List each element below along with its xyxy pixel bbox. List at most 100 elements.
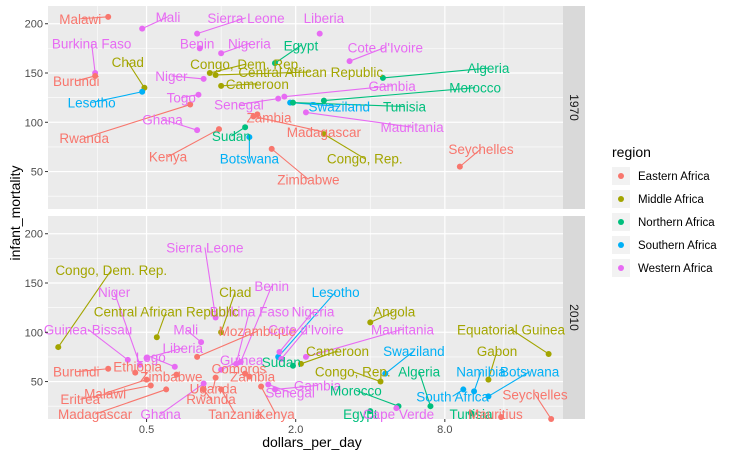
leader-line [215,71,311,76]
data-point [289,362,296,369]
point-label: Cape Verde [363,407,434,422]
leader-line [80,384,151,400]
legend-swatch [618,265,624,271]
point-label: Rwanda [186,392,236,407]
leader-line [87,328,129,361]
data-point [132,369,139,376]
point-label: Guinea [220,353,264,368]
point-label: Mali [156,10,181,25]
point-label: Uganda [190,381,238,396]
data-point [147,382,154,389]
leader-line [220,389,236,415]
leader-line [104,379,147,394]
data-point [460,386,467,393]
leader-line [171,75,204,80]
data-point [218,366,225,373]
point-label: Mauritania [371,322,435,337]
leader-line [156,311,167,338]
data-point [195,91,202,98]
legend-title: region [612,144,651,160]
data-point [136,361,143,368]
data-point [367,408,374,415]
point-label: Botswana [500,365,560,380]
leader-line [76,368,109,373]
point-label: Tunisia [449,407,493,422]
data-point [276,348,283,355]
x-tick-label: 2.0 [288,424,303,436]
point-labels: Sierra Leone Congo, Dem. Rep. Chad Benin Les… [44,240,568,422]
leader-line [473,371,482,392]
leader-line [221,83,258,87]
leader-line [277,291,337,358]
point-label: Liberia [162,341,203,356]
point-label: Niger [155,69,188,84]
leader-line [57,269,112,348]
point-label: Burundi [53,365,100,380]
legend: region Eastern Africa Middle Africa Northe… [612,144,717,277]
point-label: Kenya [257,407,296,422]
leader-line [162,118,198,131]
point-label: Sudan [262,355,301,370]
point-label: Algeria [398,365,441,380]
leader-lines [76,16,489,180]
point-label: Lesotho [312,285,360,300]
panel-background [48,6,563,209]
facet-strip [563,6,585,209]
point-label: Eritrea [60,392,100,407]
legend-label: Southern Africa [638,240,717,252]
data-point [246,134,253,141]
point-label: Swaziland [309,99,371,114]
point-label: Senegal [214,97,264,112]
facet-panel-1970: 1970 Malawi Mali Sierra Leone Liberia Burkina… [48,6,585,209]
y-axis-title: infant_mortality [7,166,23,261]
point-label: Gabon [477,344,518,359]
leader-line [196,330,258,358]
data-point [200,386,207,393]
point-label: Chad [112,55,144,70]
legend-swatch [618,242,624,248]
legend-item: Western Africa [612,259,713,277]
data-point [233,360,240,367]
data-point [92,72,99,79]
data-point [485,376,492,383]
leader-line [260,386,277,415]
y-tick-label: 150 [25,68,43,80]
facet-strip [563,216,585,419]
leader-line [487,350,498,380]
data-point [271,386,278,393]
leader-line [280,328,307,360]
point-label: Lesotho [68,96,116,111]
leader-line [305,111,413,128]
point-label: Rwanda [59,131,109,146]
point-labels: Malawi Mali Sierra Leone Liberia Burkina Fas… [52,10,514,188]
leader-line [84,104,191,139]
leader-line [352,371,381,383]
leader-line [274,384,318,390]
data-point [218,50,225,57]
point-label: Benin [180,36,215,51]
leader-line [94,388,167,415]
point-label: Central African Republic [238,65,383,80]
leader-line [220,291,236,333]
data-point [246,373,253,380]
data-point [218,329,225,336]
data-point [194,30,201,37]
point-label: Gambia [294,378,342,393]
data-point [302,353,309,360]
data-points [92,13,463,170]
point-label: Ghana [140,407,181,422]
legend-item: Northern Africa [612,213,715,231]
leader-line [91,43,96,74]
leader-line [488,371,530,397]
y-tick-label: 150 [25,278,43,290]
point-label: Congo, Rep. [315,365,391,380]
point-label: Nigeria [228,36,271,51]
point-label: Mali [173,322,198,337]
point-label: Swaziland [383,344,445,359]
legend-label: Western Africa [638,263,713,275]
data-point [237,358,244,365]
data-points [55,314,555,422]
leader-line [323,133,366,160]
point-label: Cote d'Ivoire [348,40,423,55]
data-point [258,383,265,390]
